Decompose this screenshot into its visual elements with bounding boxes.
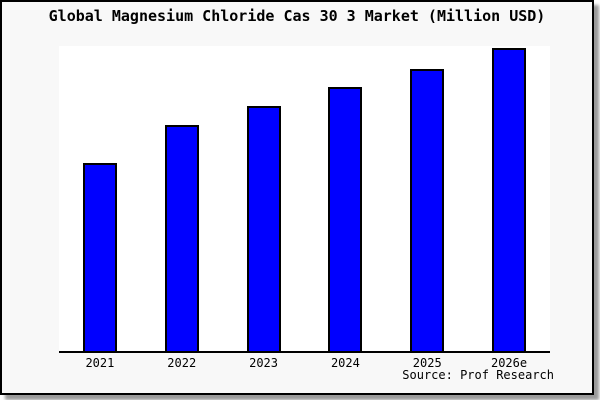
x-tick-label-2026e: 2026e	[490, 356, 528, 370]
chart-card: Global Magnesium Chloride Cas 30 3 Marke…	[0, 0, 594, 395]
chart-title: Global Magnesium Chloride Cas 30 3 Marke…	[48, 7, 546, 25]
x-tick-label-2025: 2025	[412, 356, 442, 370]
bar-2025	[410, 69, 445, 351]
x-tick-label-2021: 2021	[85, 356, 115, 370]
bar-slot-2026e	[468, 46, 550, 351]
bar-2022	[164, 125, 199, 351]
bar-slot-2024	[304, 46, 386, 351]
bar-2021	[82, 163, 117, 351]
x-axis-labels: 2021 2022 2023 2024 2025 2026e	[59, 356, 550, 370]
x-tick-label-2023: 2023	[249, 356, 279, 370]
x-tick-label-2022: 2022	[167, 356, 197, 370]
bar-2023	[246, 106, 281, 351]
plot-area	[59, 46, 550, 351]
bar-slot-2025	[386, 46, 468, 351]
x-axis-line	[59, 351, 550, 353]
bar-2026e	[492, 48, 527, 351]
bar-slot-2023	[223, 46, 305, 351]
bar-slot-2022	[141, 46, 223, 351]
x-tick-label-2024: 2024	[330, 356, 360, 370]
bar-2024	[328, 87, 363, 351]
bar-slot-2021	[59, 46, 141, 351]
source-credit: Source: Prof Research	[402, 368, 554, 382]
